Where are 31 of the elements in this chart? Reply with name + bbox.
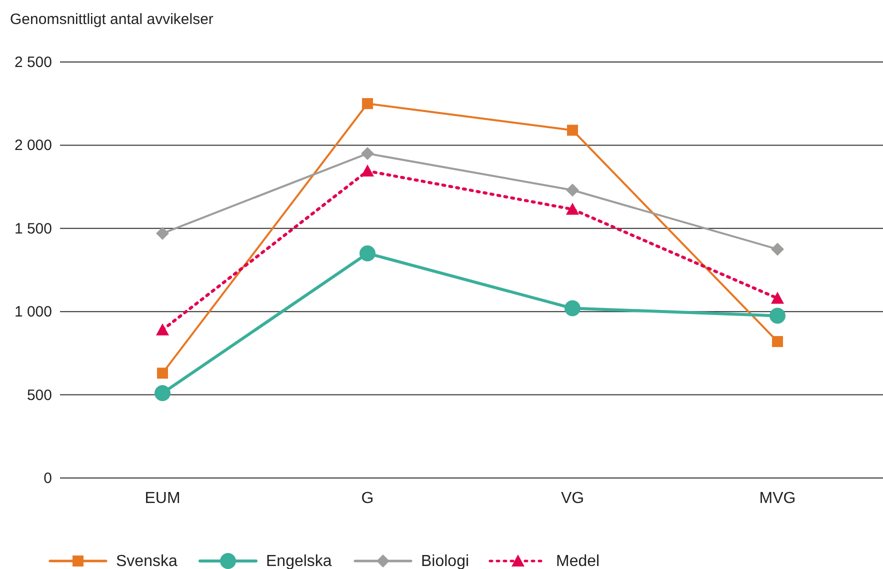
point [361, 147, 374, 160]
point [154, 385, 170, 402]
point [156, 226, 169, 240]
point [772, 336, 783, 348]
point [564, 300, 580, 316]
legend-label: Medel [556, 553, 600, 569]
x-tick-label: EUM [144, 490, 180, 507]
x-tick-label: VG [560, 490, 584, 507]
point [771, 292, 784, 304]
y-axis-title: Genomsnittligt antal avvikelser [10, 11, 214, 28]
x-tick-label: MVG [759, 490, 796, 507]
x-tick-label: G [361, 490, 374, 507]
point [566, 184, 579, 197]
y-tick-label: 0 [44, 470, 52, 487]
y-tick-label: 1 000 [14, 304, 52, 321]
point [567, 124, 578, 136]
y-tick-label: 500 [26, 386, 52, 404]
y-tick-label: 2 000 [14, 137, 52, 154]
point [157, 368, 168, 379]
point [771, 242, 784, 256]
legend-label: Biologi [421, 553, 470, 569]
legend-label: Engelska [266, 553, 332, 569]
point [360, 245, 376, 262]
point [361, 164, 374, 176]
point [566, 202, 579, 215]
point [156, 323, 169, 336]
y-tick-label: 2 500 [14, 54, 52, 71]
legend-label: Svenska [116, 553, 178, 569]
point [770, 308, 786, 324]
point [362, 98, 373, 110]
y-tick-label: 1 500 [14, 220, 52, 238]
